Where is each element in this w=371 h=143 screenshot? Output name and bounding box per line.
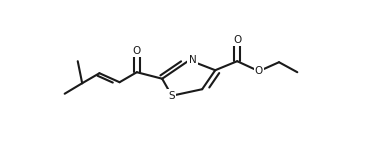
Text: O: O: [133, 46, 141, 56]
Text: S: S: [168, 91, 175, 101]
Text: N: N: [188, 55, 196, 65]
Text: O: O: [255, 66, 263, 76]
Text: O: O: [233, 35, 241, 45]
